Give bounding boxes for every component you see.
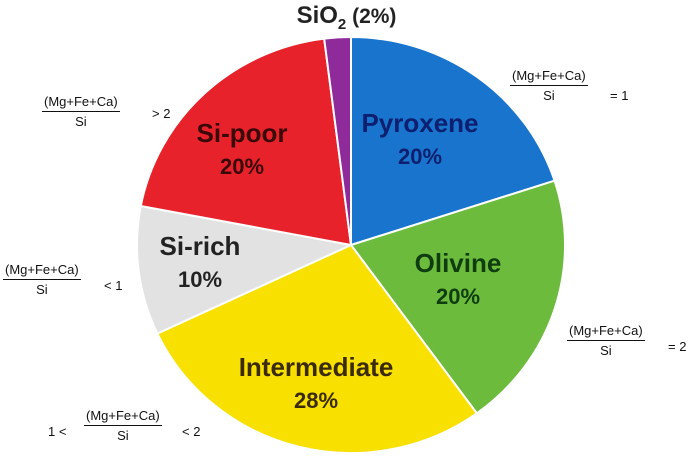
ratio-denominator: Si xyxy=(36,282,48,297)
slice-value-si-poor: 20% xyxy=(220,154,264,179)
olivine-ratio-suffix: = 2 xyxy=(668,339,687,354)
pyroxene-ratio-suffix: = 1 xyxy=(610,88,629,103)
si-rich-ratio-suffix: < 1 xyxy=(104,278,123,293)
chart-title: SiO2 (2%) xyxy=(0,2,693,33)
slice-label-si-poor: Si-poor xyxy=(197,118,288,148)
intermediate-ratio-suffix: < 2 xyxy=(182,424,201,439)
si-poor-ratio: (Mg+Fe+Ca) Si xyxy=(42,94,120,129)
slice-label-si-rich: Si-rich xyxy=(160,231,241,261)
ratio-denominator: Si xyxy=(543,88,555,103)
slice-label-olivine: Olivine xyxy=(415,248,502,278)
olivine-ratio: (Mg+Fe+Ca) Si xyxy=(567,323,645,358)
pyroxene-ratio: (Mg+Fe+Ca) Si xyxy=(510,68,588,103)
ratio-denominator: Si xyxy=(600,343,612,358)
ratio-denominator: Si xyxy=(117,428,129,443)
title-base: SiO xyxy=(296,2,338,29)
slice-value-si-rich: 10% xyxy=(178,267,222,292)
ratio-numerator: (Mg+Fe+Ca) xyxy=(510,68,588,86)
title-suffix: (2%) xyxy=(346,5,397,28)
slice-label-pyroxene: Pyroxene xyxy=(361,108,478,138)
pie-slice-si-poor xyxy=(139,37,353,247)
slice-value-intermediate: 28% xyxy=(294,388,338,413)
pie-slice-intermediate xyxy=(156,243,479,455)
si-rich-ratio: (Mg+Fe+Ca) Si xyxy=(3,262,81,297)
ratio-numerator: (Mg+Fe+Ca) xyxy=(84,408,162,426)
ratio-numerator: (Mg+Fe+Ca) xyxy=(567,323,645,341)
ratio-numerator: (Mg+Fe+Ca) xyxy=(42,94,120,112)
ratio-denominator: Si xyxy=(75,114,87,129)
si-poor-ratio-suffix: > 2 xyxy=(152,106,171,121)
slice-value-pyroxene: 20% xyxy=(398,144,442,169)
slice-label-intermediate: Intermediate xyxy=(239,352,394,382)
pie-slice-si-rich xyxy=(136,204,355,335)
ratio-numerator: (Mg+Fe+Ca) xyxy=(3,262,81,280)
slice-value-olivine: 20% xyxy=(436,284,480,309)
title-subscript: 2 xyxy=(337,15,347,33)
intermediate-ratio: (Mg+Fe+Ca) Si xyxy=(84,408,162,443)
pie-slice-pyroxene xyxy=(350,35,556,247)
intermediate-ratio-prefix: 1 < xyxy=(48,424,67,439)
pie-slice-olivine xyxy=(349,179,566,415)
pie-slice-sio2 xyxy=(323,35,352,246)
